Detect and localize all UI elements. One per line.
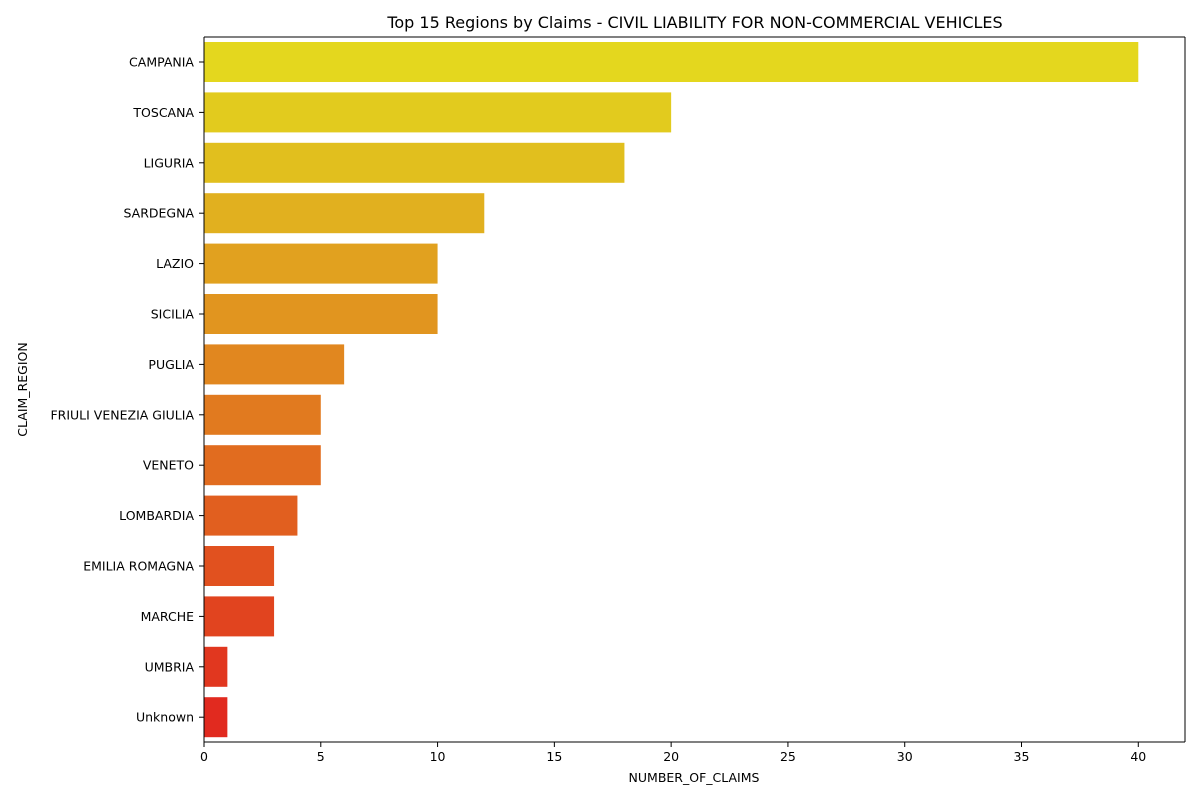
x-tick-label: 40 xyxy=(1130,749,1146,764)
x-tick-label: 5 xyxy=(317,749,325,764)
x-tick-label: 10 xyxy=(430,749,446,764)
bar-sicilia xyxy=(204,294,438,334)
x-tick-label: 30 xyxy=(897,749,913,764)
y-axis-ticks: CAMPANIA TOSCANA LIGURIA SARDEGNA LAZIO SICIL… xyxy=(50,55,204,725)
y-tick-label: TOSCANA xyxy=(132,105,194,120)
y-tick-label: FRIULI VENEZIA GIULIA xyxy=(50,407,194,422)
y-tick-label: LAZIO xyxy=(156,256,194,271)
y-tick-label: LIGURIA xyxy=(144,155,195,170)
x-tick-label: 20 xyxy=(663,749,679,764)
x-axis-ticks: 0 5 10 15 20 25 30 35 40 xyxy=(200,742,1146,764)
y-tick-label: CAMPANIA xyxy=(129,55,194,70)
bar-toscana xyxy=(204,92,672,133)
chart-title: Top 15 Regions by Claims - CIVIL LIABILI… xyxy=(386,13,1002,32)
x-axis-label: NUMBER_OF_CLAIMS xyxy=(629,770,760,785)
y-tick-label: LOMBARDIA xyxy=(119,508,194,523)
bar-puglia xyxy=(204,344,345,385)
bar-veneto xyxy=(204,445,321,486)
bar-unknown xyxy=(204,697,228,738)
x-tick-label: 0 xyxy=(200,749,208,764)
y-tick-label: Unknown xyxy=(136,710,194,725)
x-tick-label: 35 xyxy=(1014,749,1030,764)
bar-campania xyxy=(204,42,1139,82)
bar-marche xyxy=(204,596,275,637)
y-tick-label: MARCHE xyxy=(141,609,195,624)
y-tick-label: EMILIA ROMAGNA xyxy=(83,559,194,574)
bar-emilia-romagna xyxy=(204,546,275,586)
y-tick-label: VENETO xyxy=(143,458,194,473)
y-tick-label: UMBRIA xyxy=(145,659,195,674)
bars-group xyxy=(204,42,1139,738)
y-tick-label: PUGLIA xyxy=(148,357,194,372)
bar-lazio xyxy=(204,243,438,284)
bar-lombardia xyxy=(204,495,298,536)
bar-liguria xyxy=(204,142,625,183)
y-tick-label: SICILIA xyxy=(151,307,195,322)
x-tick-label: 15 xyxy=(546,749,562,764)
x-tick-label: 25 xyxy=(780,749,796,764)
bar-sardegna xyxy=(204,193,485,234)
y-tick-label: SARDEGNA xyxy=(123,206,194,221)
bar-friuli-venezia-giulia xyxy=(204,394,321,435)
y-axis-label: CLAIM_REGION xyxy=(15,342,30,436)
bar-umbria xyxy=(204,646,228,687)
